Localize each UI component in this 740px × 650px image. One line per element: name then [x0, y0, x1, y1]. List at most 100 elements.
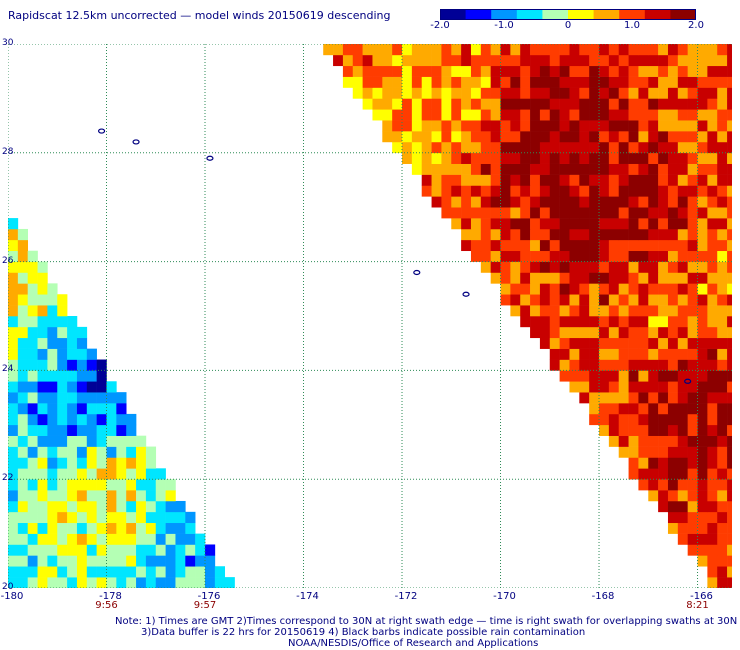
heatmap-cell	[37, 577, 48, 588]
heatmap-cell	[520, 218, 531, 230]
heatmap-cell	[687, 413, 698, 426]
heatmap-cell	[470, 196, 482, 208]
note-line-1: Note: 1) Times are GMT 2)Times correspon…	[115, 616, 738, 627]
heatmap-cell	[589, 381, 600, 393]
heatmap-cell	[145, 511, 157, 524]
heatmap-cell	[707, 185, 718, 197]
heatmap-cell	[67, 413, 78, 426]
heatmap-cell	[677, 54, 688, 67]
heatmap-cell	[490, 250, 501, 262]
heatmap-cell	[707, 250, 718, 262]
heatmap-cell	[707, 337, 718, 349]
heatmap-cell	[382, 131, 393, 143]
heatmap-cell	[8, 261, 19, 273]
heatmap-cell	[402, 65, 413, 77]
heatmap-cell	[589, 294, 600, 306]
heatmap-cell	[618, 98, 629, 110]
heatmap-cell	[648, 479, 659, 491]
heatmap-cell	[549, 76, 560, 88]
heatmap-cell	[687, 152, 698, 164]
heatmap-cell	[214, 577, 226, 588]
heatmap-cell	[608, 228, 620, 241]
heatmap-cell	[677, 479, 688, 491]
heatmap-cell	[352, 65, 363, 77]
heatmap-cell	[490, 272, 501, 284]
colorbar-segment	[465, 9, 492, 20]
heatmap-cell	[461, 98, 472, 110]
colorbar-tick-label: 2.0	[688, 20, 704, 31]
heatmap-cell	[559, 370, 570, 382]
heatmap-cell	[707, 544, 718, 556]
heatmap-cell	[37, 283, 48, 295]
heatmap-cell	[76, 500, 88, 513]
heatmap-cell	[431, 185, 442, 197]
heatmap-cell	[618, 44, 629, 56]
heatmap-cell	[697, 272, 708, 284]
heatmap-cell	[106, 424, 117, 436]
heatmap-cell	[96, 577, 107, 588]
heatmap-cell	[441, 207, 452, 219]
heatmap-cell	[549, 44, 560, 56]
heatmap-cell	[677, 250, 688, 262]
swath-time-label: 9:57	[193, 600, 217, 611]
heatmap-cell	[707, 294, 718, 306]
heatmap-cell	[677, 348, 688, 360]
heatmap-cell	[727, 544, 732, 556]
heatmap-cell	[8, 413, 19, 426]
heatmap-cell	[352, 76, 363, 88]
heatmap-cell	[27, 566, 38, 578]
heatmap-cell	[628, 120, 639, 132]
heatmap-cell	[76, 479, 88, 491]
heatmap-cell	[717, 468, 728, 480]
heatmap-cell	[461, 120, 472, 132]
heatmap-cell	[589, 239, 600, 252]
heatmap-cell	[451, 196, 462, 208]
heatmap-cell	[539, 98, 551, 110]
heatmap-cell	[717, 109, 728, 121]
heatmap-cell	[638, 370, 649, 382]
heatmap-cell	[27, 370, 38, 382]
heatmap-cell	[96, 533, 107, 545]
heatmap-cell	[8, 490, 19, 502]
heatmap-cell	[549, 54, 560, 67]
heatmap-cell	[608, 218, 620, 230]
heatmap-cell	[549, 152, 560, 164]
heatmap-cell	[667, 120, 679, 132]
heatmap-cell	[549, 294, 560, 306]
heatmap-cell	[667, 76, 679, 88]
heatmap-cell	[687, 272, 698, 284]
heatmap-cell	[8, 370, 19, 382]
heatmap-cell	[677, 435, 688, 447]
heatmap-cell	[480, 196, 491, 208]
heatmap-cell	[549, 65, 560, 77]
heatmap-cell	[37, 305, 48, 317]
heatmap-cell	[549, 283, 560, 295]
heatmap-cell	[628, 316, 639, 328]
heatmap-cell	[717, 294, 728, 306]
heatmap-cell	[490, 120, 501, 132]
heatmap-cell	[47, 468, 58, 480]
heatmap-cell	[667, 131, 679, 143]
heatmap-cell	[96, 413, 107, 426]
heatmap-cell	[17, 359, 29, 371]
heatmap-cell	[579, 381, 590, 393]
heatmap-cell	[579, 54, 590, 67]
heatmap-cell	[648, 392, 659, 404]
heatmap-cell	[599, 87, 610, 99]
heatmap-cell	[589, 44, 600, 56]
heatmap-cell	[658, 272, 669, 284]
heatmap-cell	[618, 294, 629, 306]
heatmap-cell	[638, 381, 649, 393]
colorbar-segment	[619, 9, 646, 20]
heatmap-cell	[37, 490, 48, 502]
heatmap-cell	[658, 239, 669, 252]
heatmap-cell	[589, 54, 600, 67]
heatmap-cell	[707, 522, 718, 534]
heatmap-cell	[618, 337, 629, 349]
heatmap-cell	[717, 446, 728, 458]
heatmap-cell	[362, 98, 373, 110]
heatmap-cell	[116, 446, 127, 458]
heatmap-cell	[687, 490, 698, 502]
heatmap-cell	[155, 577, 166, 588]
heatmap-cell	[17, 555, 29, 567]
